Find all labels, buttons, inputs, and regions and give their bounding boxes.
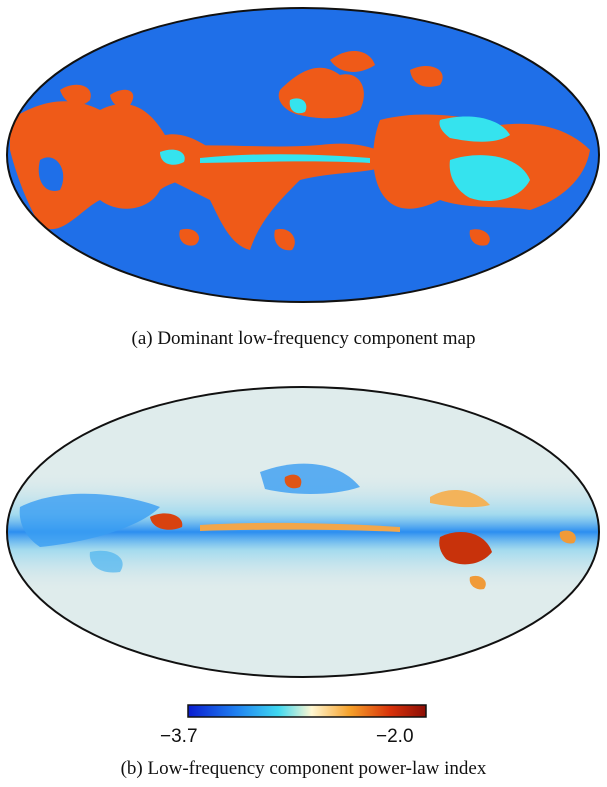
power-law-index-map xyxy=(6,386,600,678)
caption-b: (b) Low-frequency component power-law in… xyxy=(120,758,487,779)
dominant-component-map xyxy=(6,7,600,303)
colorbar-min-label: −3.7 xyxy=(160,726,198,747)
map-outline-b xyxy=(6,386,600,678)
map-outline xyxy=(6,7,600,303)
secondary-region xyxy=(160,98,530,201)
colorbar-max-label: −2.0 xyxy=(376,726,414,747)
caption-a: (a) Dominant low-frequency component map xyxy=(131,328,476,349)
index-features xyxy=(19,463,576,590)
colorbar xyxy=(187,704,427,718)
